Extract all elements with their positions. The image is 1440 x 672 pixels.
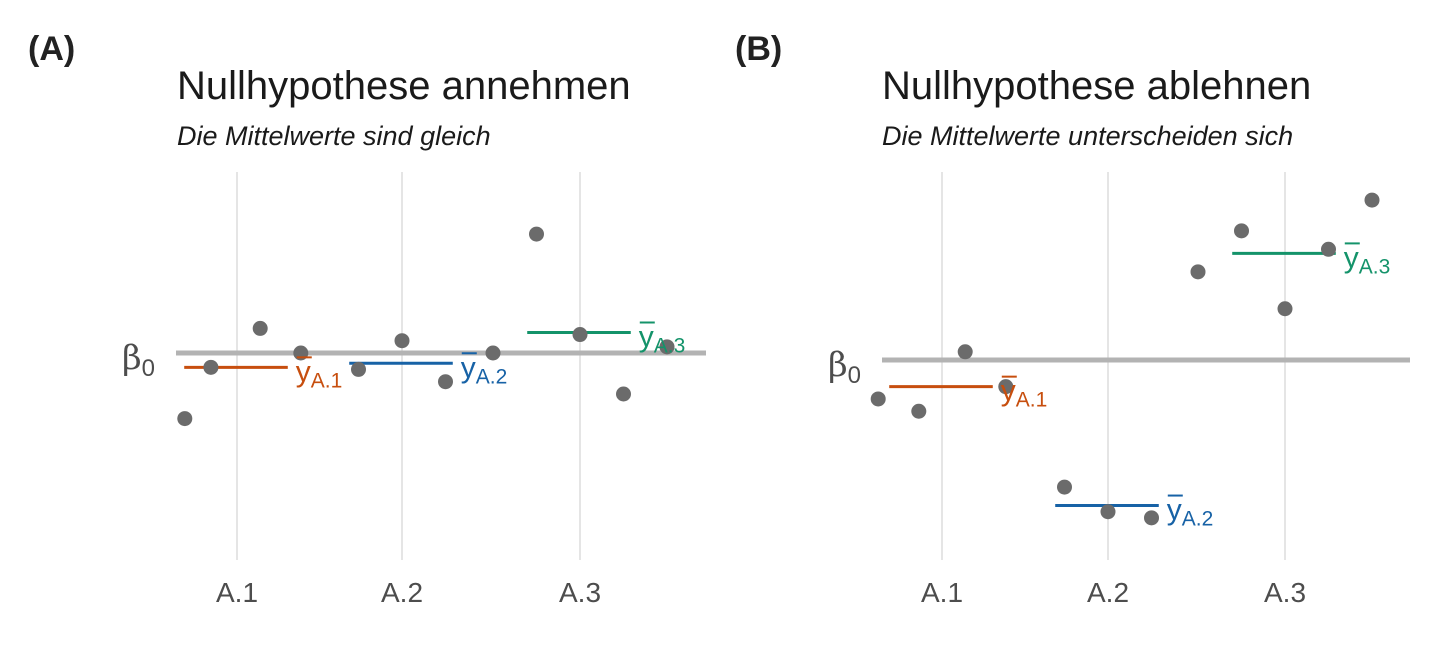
panel-a-tag: (A) — [28, 30, 76, 68]
x-tick-label: A.1 — [921, 577, 963, 608]
mean-label-a-2: yA.2 — [1167, 494, 1214, 531]
data-point — [1100, 504, 1116, 520]
panel-a-plot: β0 A.1 A.2 A.3 yA.1 yA.2 yA.3 — [122, 172, 706, 608]
data-point — [1277, 301, 1293, 317]
panel-a-subtitle: Die Mittelwerte sind gleich — [177, 121, 491, 151]
panel-b-subtitle: Die Mittelwerte unterscheiden sich — [882, 121, 1294, 151]
mean-label-a-1: yA.1 — [1001, 375, 1048, 412]
baseline-label: β0 — [122, 338, 155, 382]
data-point — [351, 361, 366, 377]
data-point — [870, 391, 886, 407]
data-point — [911, 403, 927, 419]
data-point — [957, 344, 973, 360]
panel-b-plot: β0 A.1 A.2 A.3 yA.1 yA.2 yA.3 — [828, 172, 1410, 608]
data-point — [203, 359, 219, 375]
data-point — [1234, 223, 1249, 239]
data-point — [438, 374, 453, 390]
data-point — [1057, 479, 1072, 495]
data-point — [1364, 192, 1380, 208]
data-point — [572, 327, 588, 343]
data-point — [252, 320, 268, 336]
data-point — [485, 345, 501, 361]
data-point — [1321, 241, 1336, 257]
x-tick-label: A.3 — [559, 577, 601, 608]
data-point — [394, 333, 410, 349]
x-tick-label: A.2 — [381, 577, 423, 608]
data-point — [659, 339, 675, 355]
data-point — [616, 386, 631, 402]
panel-b-title: Nullhypothese ablehnen — [882, 64, 1312, 108]
panel-a-title: Nullhypothese annehmen — [177, 64, 631, 108]
x-tick-label: A.3 — [1264, 577, 1306, 608]
mean-label-a-2: yA.2 — [461, 351, 508, 388]
x-tick-label: A.1 — [216, 577, 258, 608]
data-point — [529, 226, 544, 242]
panel-b-tag: (B) — [735, 30, 783, 68]
data-point — [1190, 264, 1206, 280]
mean-label-a-3: yA.3 — [1344, 241, 1391, 278]
mean-label-a-3: yA.3 — [639, 321, 686, 358]
data-point — [1144, 510, 1159, 526]
mean-label-a-1: yA.1 — [296, 355, 343, 392]
baseline-label: β0 — [828, 345, 861, 389]
x-tick-label: A.2 — [1087, 577, 1129, 608]
data-point — [177, 411, 193, 427]
data-point — [998, 379, 1014, 395]
